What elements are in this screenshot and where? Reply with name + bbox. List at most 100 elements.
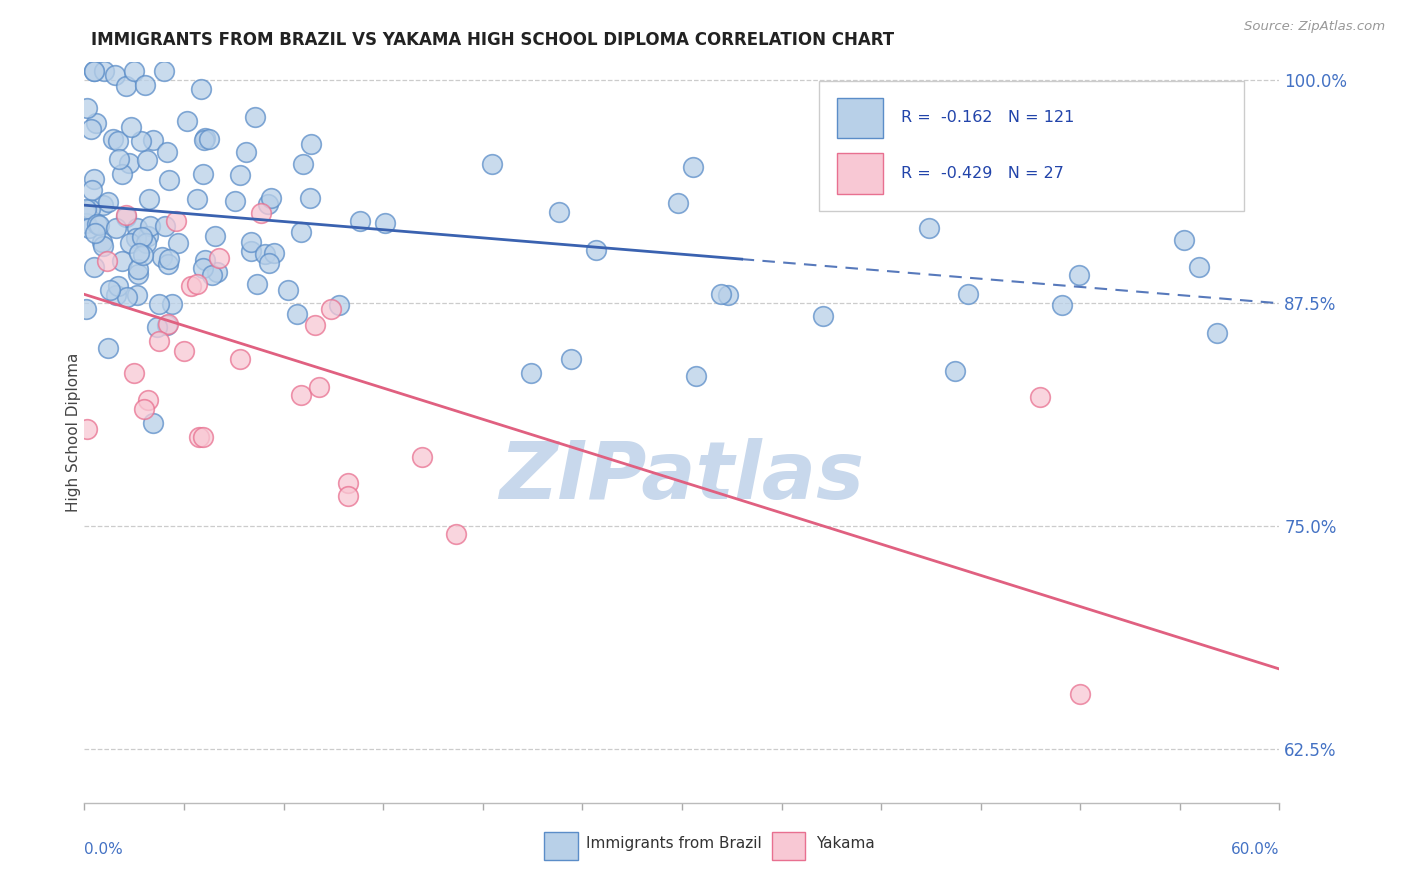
Point (1188, 260, 1211, 275)
Point (120, 120, 142, 134)
Point (259, 255, 281, 269)
Point (1206, 326, 1229, 341)
Text: R =  -0.429   N = 27: R = -0.429 N = 27 (901, 166, 1063, 181)
Point (86, 217, 108, 231)
Point (194, 252, 217, 267)
Point (127, 262, 149, 277)
Point (75, 216, 97, 230)
Text: Source: ZipAtlas.com: Source: ZipAtlas.com (1244, 20, 1385, 33)
Point (328, 298, 350, 312)
Point (103, 132, 125, 146)
Point (138, 228, 160, 243)
Point (150, 250, 173, 264)
Point (253, 247, 276, 261)
Point (186, 277, 208, 292)
Point (167, 235, 190, 250)
Point (257, 197, 280, 211)
Point (75, 202, 97, 216)
Point (107, 134, 129, 148)
Point (157, 257, 180, 271)
Point (304, 318, 326, 333)
Point (299, 190, 322, 204)
Point (115, 208, 138, 222)
Point (83, 64, 105, 78)
Point (138, 192, 160, 206)
Text: IMMIGRANTS FROM BRAZIL VS YAKAMA HIGH SCHOOL DIPLOMA CORRELATION CHART: IMMIGRANTS FROM BRAZIL VS YAKAMA HIGH SC… (91, 31, 894, 49)
Point (108, 152, 131, 166)
Point (115, 78, 138, 93)
Point (246, 277, 269, 292)
Point (180, 278, 202, 293)
Point (186, 192, 208, 206)
Point (107, 279, 129, 293)
Point (682, 160, 704, 174)
Point (1052, 298, 1074, 312)
Point (685, 368, 707, 383)
Point (917, 221, 939, 235)
Point (239, 244, 262, 259)
Point (118, 156, 141, 170)
Point (285, 308, 308, 322)
Point (129, 134, 152, 148)
Point (157, 252, 180, 267)
Text: 0.0%: 0.0% (84, 842, 124, 857)
Point (292, 157, 315, 171)
Point (260, 191, 283, 205)
Point (110, 168, 132, 182)
Point (138, 219, 160, 234)
Point (194, 130, 217, 145)
Point (1035, 150, 1057, 164)
Point (91, 197, 114, 211)
Point (93, 64, 115, 78)
FancyBboxPatch shape (838, 153, 883, 194)
Point (83, 260, 105, 274)
Point (957, 287, 980, 301)
Point (91, 239, 114, 253)
Point (124, 231, 146, 245)
FancyBboxPatch shape (838, 97, 883, 138)
Point (547, 204, 569, 219)
Point (97, 341, 120, 355)
Point (239, 235, 262, 250)
Point (290, 388, 312, 402)
Point (142, 417, 165, 431)
Point (263, 246, 285, 260)
Point (83, 171, 105, 186)
Point (128, 246, 150, 260)
Point (191, 261, 214, 276)
Point (82, 183, 104, 197)
Text: ZIPatlas: ZIPatlas (499, 438, 865, 516)
Point (193, 429, 215, 443)
Point (1029, 390, 1052, 404)
Point (811, 310, 834, 324)
Point (250, 206, 273, 220)
Point (190, 82, 212, 96)
Point (153, 219, 176, 233)
Point (374, 216, 396, 230)
Point (481, 157, 503, 171)
Point (142, 134, 165, 148)
Point (444, 527, 467, 541)
FancyBboxPatch shape (820, 81, 1244, 211)
Point (98, 283, 121, 297)
Point (132, 402, 156, 417)
Point (79, 202, 101, 216)
FancyBboxPatch shape (772, 831, 806, 860)
Point (118, 236, 141, 251)
Point (124, 64, 146, 78)
Text: R =  -0.162   N = 121: R = -0.162 N = 121 (901, 111, 1074, 126)
Point (229, 168, 252, 182)
Point (1173, 233, 1195, 247)
Point (148, 297, 170, 311)
Point (201, 268, 224, 282)
Point (136, 392, 159, 407)
Point (83, 226, 105, 240)
Point (666, 196, 689, 211)
Point (176, 114, 198, 128)
Point (156, 145, 179, 160)
Point (235, 145, 257, 160)
Point (229, 351, 252, 366)
Point (157, 173, 180, 187)
Point (308, 380, 330, 394)
Point (560, 351, 582, 366)
